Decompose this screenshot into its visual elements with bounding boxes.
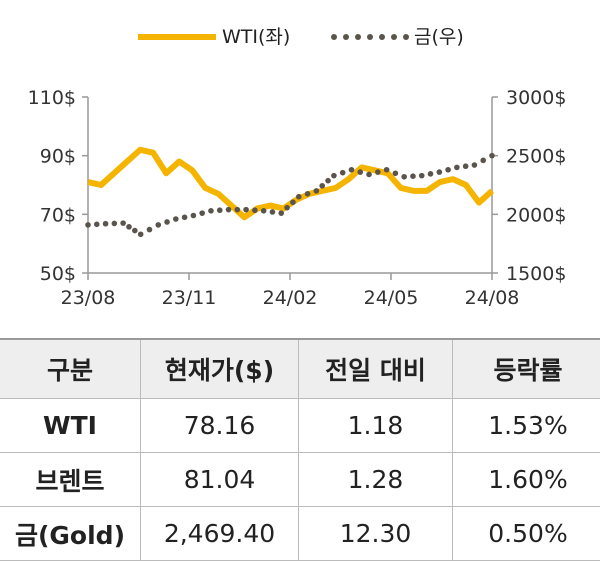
gold-series-point	[235, 207, 241, 213]
gold-series-point	[278, 210, 284, 216]
table-row: 브렌트 81.04 1.28 1.60%	[0, 453, 600, 507]
gold-series-point	[147, 227, 153, 233]
legend-wti-swatch	[138, 32, 218, 42]
row-label: 금(Gold)	[0, 507, 141, 561]
gold-series-point	[314, 188, 320, 194]
row-label: WTI	[0, 399, 141, 453]
change-cell: 1.28	[299, 453, 453, 507]
x-axis-tick-label: 24/05	[364, 287, 419, 309]
gold-series-point	[410, 173, 416, 179]
change-cell: 12.30	[299, 507, 453, 561]
header-change-rate: 등락률	[453, 339, 600, 399]
right-axis-tick-label: 1500$	[506, 263, 566, 285]
header-category: 구분	[0, 339, 141, 399]
gold-series-point	[445, 167, 451, 173]
gold-series-point	[94, 222, 100, 228]
price-table: 구분 현재가($) 전일 대비 등락률 WTI 78.16 1.18 1.53%…	[0, 338, 600, 561]
gold-series-point	[270, 209, 276, 215]
change-cell: 1.18	[299, 399, 453, 453]
gold-series-point	[208, 208, 214, 214]
gold-series-point	[472, 162, 478, 168]
gold-series-point	[217, 207, 223, 213]
gold-series-point	[349, 167, 355, 173]
x-axis-tick-label: 23/11	[162, 287, 217, 309]
gold-series-point	[138, 231, 144, 237]
gold-series-point	[252, 207, 258, 213]
gold-series-point	[261, 208, 267, 214]
header-change: 전일 대비	[299, 339, 453, 399]
gold-series-point	[199, 210, 205, 216]
gold-series-point	[155, 222, 161, 228]
x-axis-tick-label: 24/08	[465, 287, 520, 309]
gold-series-point	[489, 153, 495, 159]
legend-gold-label: 금(우)	[414, 22, 464, 52]
table-header-row: 구분 현재가($) 전일 대비 등락률	[0, 339, 600, 399]
gold-series-point	[393, 170, 399, 176]
gold-series-point	[375, 169, 381, 175]
current-price-cell: 2,469.40	[141, 507, 299, 561]
gold-series-point	[126, 224, 132, 230]
x-axis-tick-label: 23/08	[61, 287, 116, 309]
gold-series-point	[463, 163, 469, 169]
gold-series-point	[340, 170, 346, 176]
gold-series-point	[182, 214, 188, 220]
gold-series-point	[437, 169, 443, 175]
current-price-cell: 78.16	[141, 399, 299, 453]
change-rate-cell: 1.53%	[453, 399, 600, 453]
left-axis-tick-label: 70$	[40, 204, 76, 226]
gold-series-point	[454, 165, 460, 171]
gold-series-point	[132, 228, 138, 234]
gold-series-point	[305, 191, 311, 197]
x-axis-tick-label: 24/02	[263, 287, 318, 309]
gold-series-point	[366, 172, 372, 178]
header-current-price: 현재가($)	[141, 339, 299, 399]
table-row: 금(Gold) 2,469.40 12.30 0.50%	[0, 507, 600, 561]
change-rate-cell: 0.50%	[453, 507, 600, 561]
current-price-cell: 81.04	[141, 453, 299, 507]
gold-series-point	[112, 221, 118, 227]
gold-series-point	[480, 158, 486, 164]
gold-series-point	[164, 219, 170, 225]
right-axis-tick-label: 2000$	[506, 204, 566, 226]
gold-series-point	[419, 173, 425, 179]
legend-gold-swatch	[330, 32, 410, 42]
gold-series-point	[331, 173, 337, 179]
gold-series-point	[103, 221, 109, 227]
gold-series-point	[296, 194, 302, 200]
left-axis-tick-label: 90$	[40, 146, 76, 168]
right-axis-tick-label: 3000$	[506, 87, 566, 109]
gold-series-point	[120, 220, 126, 226]
gold-series-point	[384, 167, 390, 173]
gold-series-point	[173, 216, 179, 222]
gold-series-point	[85, 222, 91, 228]
gold-series-point	[191, 213, 197, 219]
gold-series-point	[284, 205, 290, 211]
gold-series-point	[243, 207, 249, 213]
left-axis-tick-label: 50$	[40, 263, 76, 285]
wti-series-line	[88, 150, 492, 217]
gold-series-point	[319, 183, 325, 189]
left-axis-tick-label: 110$	[28, 87, 76, 109]
chart-series	[85, 150, 495, 237]
gold-series-point	[226, 207, 232, 213]
gold-series-point	[290, 199, 296, 205]
chart-legend: WTI(좌) 금(우)	[0, 22, 600, 52]
gold-series-point	[401, 174, 407, 180]
change-rate-cell: 1.60%	[453, 453, 600, 507]
legend-wti-label: WTI(좌)	[222, 22, 290, 52]
right-axis-tick-label: 2500$	[506, 146, 566, 168]
row-label: 브렌트	[0, 453, 141, 507]
gold-series-point	[428, 171, 434, 177]
table-row: WTI 78.16 1.18 1.53%	[0, 399, 600, 453]
gold-series-point	[357, 169, 363, 175]
gold-series-point	[325, 178, 331, 184]
